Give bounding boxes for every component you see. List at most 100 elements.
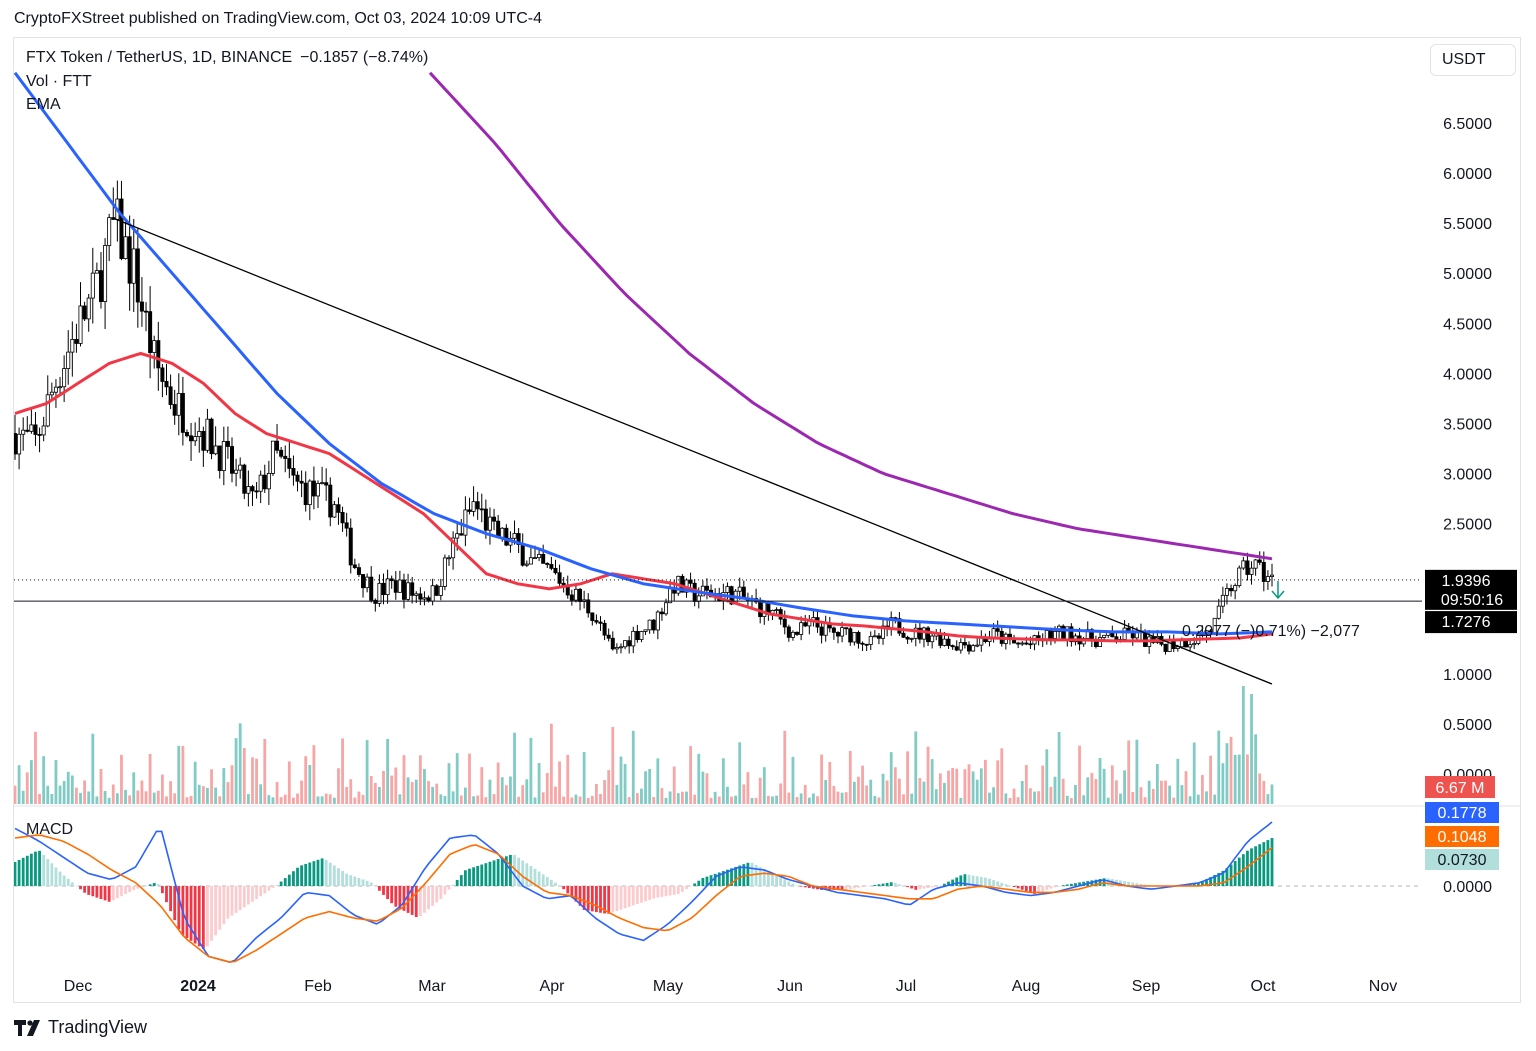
- y-tick-label: 2.5000: [1443, 517, 1492, 534]
- macd-hist-bar: [201, 886, 205, 950]
- volume-bar: [709, 797, 713, 804]
- candle-body: [447, 557, 452, 560]
- candle-body: [275, 440, 280, 451]
- macd-hist-bar: [206, 886, 209, 947]
- volume-bar: [926, 746, 930, 804]
- x-tick-label: Sep: [1132, 978, 1161, 995]
- volume-bar: [357, 791, 361, 804]
- macd-hist-bar: [541, 874, 545, 886]
- x-tick-label: Dec: [64, 978, 92, 995]
- macd-hist-bar: [279, 881, 283, 886]
- candle-body: [307, 480, 312, 506]
- candle-body: [418, 593, 423, 600]
- volume-bar: [869, 779, 873, 804]
- volume-bar: [255, 758, 258, 804]
- macd-hist-bar: [66, 878, 70, 886]
- macd-hist-bar: [607, 886, 611, 914]
- ema-line: [428, 71, 1273, 561]
- macd-hist-bar: [832, 886, 836, 890]
- volume-bar: [128, 795, 132, 804]
- volume-bar: [1098, 758, 1102, 804]
- macd-hist-bar: [938, 885, 942, 887]
- candle-body: [1069, 626, 1074, 643]
- candle-body: [361, 574, 366, 589]
- volume-bar: [967, 764, 971, 804]
- macd-hist-bar: [488, 861, 492, 886]
- candle-body: [1253, 559, 1258, 569]
- volume-bar: [910, 793, 914, 804]
- volume-bar: [582, 752, 586, 804]
- macd-hist-bar: [398, 886, 402, 909]
- candle-body: [123, 236, 128, 259]
- volume-bar: [1106, 797, 1110, 804]
- volume-bar: [680, 791, 684, 804]
- volume-bar: [259, 784, 263, 804]
- legend-symbol: FTX Token / TetherUS, 1D, BINANCE: [26, 49, 293, 66]
- macd-hist-bar: [635, 886, 639, 905]
- candle-body: [78, 305, 83, 344]
- currency-selector[interactable]: USDT: [1430, 44, 1516, 76]
- candle-body: [1016, 642, 1021, 645]
- macd-hist-bar: [128, 886, 132, 892]
- macd-hist-bar: [447, 886, 451, 890]
- macd-hist-bar: [869, 885, 873, 887]
- candle-body: [1122, 627, 1127, 640]
- candle-body: [492, 516, 497, 522]
- candle-body: [62, 368, 67, 388]
- macd-hist-bar: [893, 882, 897, 886]
- macd-hist-bar: [1196, 882, 1200, 886]
- macd-hist-bar: [91, 886, 95, 897]
- macd-hist-bar: [1119, 880, 1122, 886]
- volume-bar: [717, 796, 721, 804]
- candle-body: [524, 563, 529, 566]
- volume-bar: [525, 779, 529, 804]
- volume-bar: [316, 796, 320, 804]
- candle-body: [901, 632, 906, 638]
- x-tick-label: 2024: [180, 978, 216, 995]
- volume-bar: [62, 781, 66, 804]
- volume-bar: [971, 771, 975, 804]
- candle-body: [688, 579, 693, 584]
- volume-bar: [504, 785, 508, 804]
- volume-bar: [83, 780, 87, 804]
- macd-hist-bar: [218, 886, 222, 930]
- candle-body: [1233, 585, 1238, 592]
- volume-bar: [730, 796, 733, 804]
- volume-bar: [1233, 754, 1237, 804]
- candle-body: [1192, 643, 1197, 646]
- macd-hist-bar: [369, 882, 373, 886]
- macd-hist-bar: [947, 881, 950, 886]
- volume-bar: [1241, 686, 1245, 804]
- macd-hist-bar: [177, 886, 181, 930]
- candle-body: [618, 646, 623, 649]
- candle-body: [971, 645, 976, 652]
- macd-hist-bar: [324, 859, 328, 886]
- volume-bar: [70, 775, 74, 804]
- macd-hist-bar: [1188, 883, 1192, 886]
- macd-hist-bar: [1078, 882, 1081, 886]
- macd-hist-bar: [1131, 882, 1135, 886]
- candle-body: [504, 527, 509, 546]
- y-tick-label: 5.5000: [1443, 216, 1492, 233]
- macd-hist-bar: [685, 886, 688, 889]
- volume-bar: [889, 752, 893, 804]
- macd-hist-bar: [730, 868, 733, 886]
- volume-bar: [1004, 793, 1008, 804]
- macd-hist-bar: [316, 859, 320, 886]
- volume-bar: [549, 723, 553, 804]
- candle-body: [139, 301, 144, 312]
- volume-bar: [132, 772, 136, 804]
- macd-hist-bar: [881, 883, 885, 886]
- macd-hist-bar: [918, 886, 922, 890]
- candle-body: [422, 597, 427, 600]
- candle-body: [516, 533, 521, 545]
- macd-hist-bar: [1254, 846, 1258, 886]
- volume-bar: [1065, 795, 1069, 804]
- macd-hist-bar: [1258, 844, 1262, 886]
- candle-body: [1098, 637, 1103, 647]
- volume-bar: [660, 788, 664, 804]
- volume-bar: [635, 793, 639, 804]
- macd-hist-bar: [353, 876, 357, 886]
- volume-bar: [623, 763, 627, 804]
